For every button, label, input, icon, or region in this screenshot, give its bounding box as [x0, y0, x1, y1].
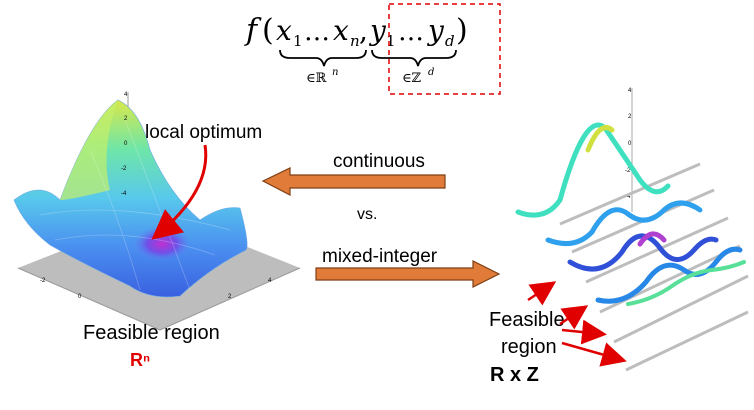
slice-curve-1-peak — [585, 125, 615, 153]
left-region-symbol: Rⁿ — [130, 350, 150, 370]
formula-x-first: x — [276, 14, 292, 47]
x-underbrace — [279, 49, 367, 67]
left-pointing-arrow — [261, 167, 446, 196]
left-tick-y-4: 4 — [268, 278, 272, 284]
slice-curve-3 — [567, 233, 719, 272]
right-tick-z-neg2: -2 — [625, 168, 631, 174]
y-domain-sup: d — [428, 67, 434, 78]
formula-x-last-sub: n — [350, 32, 360, 50]
y-underbrace — [371, 49, 457, 67]
right-tick-z-top: 4 — [628, 88, 632, 94]
left-tick-z-0: 0 — [124, 141, 128, 147]
integer-line-1 — [559, 162, 701, 226]
right-region-symbol: R x Z — [490, 364, 539, 386]
pointer-arrow-1 — [527, 281, 557, 306]
right-pointing-arrow — [315, 260, 501, 288]
left-y-axis — [159, 267, 301, 331]
formula-x-first-sub: 1 — [293, 32, 303, 50]
left-tick-z-neg4: -4 — [121, 191, 127, 197]
slice-curve-4 — [595, 246, 743, 304]
right-tick-z-0: 0 — [628, 141, 632, 147]
pointer-arrow-3 — [561, 319, 607, 345]
mixed-integer-label: mixed-integer — [322, 246, 438, 267]
formula: f ( x 1 … x n , y 1 … y d ) ∈ℝ n ∈ℤ d — [244, 13, 468, 86]
left-x-axis — [17, 267, 161, 331]
integer-line-6 — [625, 310, 749, 372]
integer-line-3 — [585, 216, 729, 284]
left-surface-mesh — [39, 119, 231, 291]
formula-close-paren: ) — [456, 13, 468, 48]
x-domain-sup: n — [332, 67, 338, 78]
integer-vars-dashed-box — [388, 3, 501, 95]
formula-y-last-sub: d — [445, 32, 455, 50]
formula-y-dots: … — [398, 17, 424, 47]
formula-f: f — [244, 13, 262, 48]
formula-comma: , — [359, 14, 368, 47]
left-tick-z-neg2: -2 — [121, 166, 127, 172]
formula-y-first: y — [368, 14, 387, 47]
slice-curve-2 — [545, 200, 703, 247]
right-slice-plot: 4 2 0 -2 -4 — [515, 88, 749, 372]
y-domain: ∈ℤ — [402, 71, 422, 86]
local-optimum-label: local optimum — [145, 122, 262, 143]
formula-x-dots: … — [304, 17, 330, 47]
right-feasible-label-line1: Feasible — [489, 309, 565, 331]
formula-x-last: x — [333, 14, 349, 47]
formula-y-last: y — [426, 14, 445, 47]
vs-label: vs. — [357, 206, 377, 223]
left-tick-x-neg2: -2 — [40, 278, 46, 284]
left-surface-plot: 4 2 0 -2 -4 -2 0 2 4 — [13, 92, 301, 331]
x-domain: ∈ℝ — [306, 71, 328, 86]
slice-curve-3-pit — [637, 231, 667, 247]
integer-line-5 — [613, 274, 749, 344]
formula-y-first-sub: 1 — [386, 32, 396, 50]
local-optimum-pointer — [151, 144, 208, 240]
right-feasible-label-line2: region — [501, 336, 557, 358]
left-feasible-region-label: Feasible region — [83, 322, 220, 344]
mixed-integer-arrow-group: mixed-integer — [315, 246, 501, 288]
right-tick-z-neg4: -4 — [625, 194, 631, 200]
pointer-arrow-4 — [561, 341, 627, 367]
left-tick-y-2: 2 — [228, 294, 232, 300]
formula-open-paren: ( — [262, 13, 274, 48]
left-tick-x-0: 0 — [78, 294, 82, 300]
left-tick-z-2: 2 — [124, 116, 128, 122]
slice-curve-5 — [626, 260, 746, 306]
pointer-arrow-2 — [559, 305, 589, 330]
continuous-label: continuous — [333, 151, 425, 172]
left-surface-peak — [60, 100, 118, 200]
continuous-arrow-group: continuous — [261, 151, 446, 196]
right-tick-z-2: 2 — [628, 114, 632, 120]
left-tick-z-top: 4 — [124, 92, 128, 98]
